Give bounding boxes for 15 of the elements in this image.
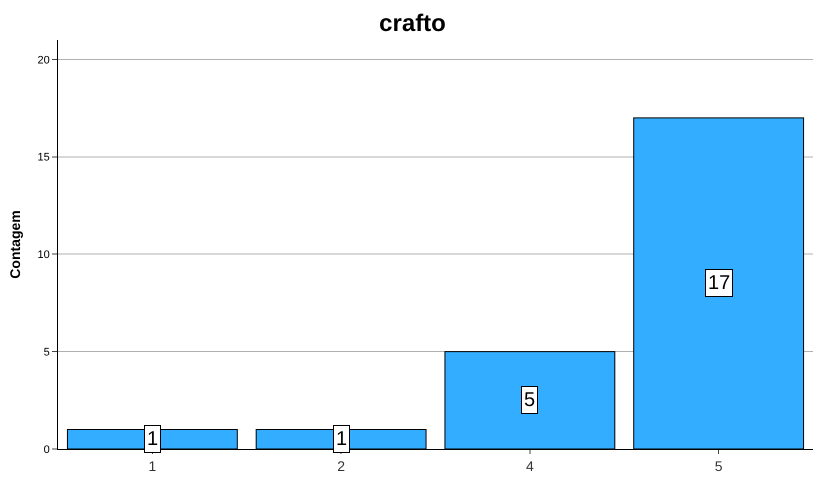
y-tick-label: 10 [38,249,50,262]
data-label: 1 [147,428,158,450]
data-label: 5 [524,389,536,411]
data-label: 1 [336,428,348,450]
y-axis-title: Contagem [7,210,23,279]
y-tick-label: 15 [38,152,50,164]
x-tick-label: 5 [714,458,723,474]
x-tick-label: 2 [337,458,346,474]
y-tick-label: 0 [44,444,50,456]
x-tick-label: 4 [526,458,534,474]
x-tick-label: 1 [148,458,156,474]
data-label: 17 [708,272,730,294]
chart-title: crafto [379,10,446,38]
y-tick-label: 20 [38,54,50,66]
y-tick-label: 5 [44,346,50,358]
